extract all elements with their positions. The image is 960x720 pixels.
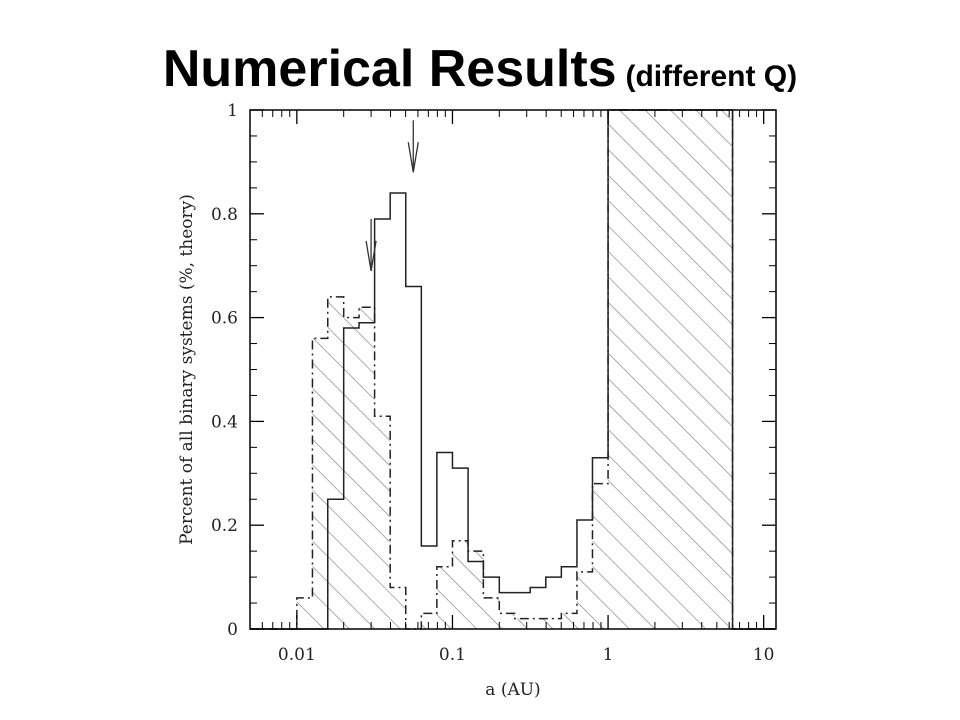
hatch-bin-8 — [421, 613, 437, 629]
hatch-bin-27 — [716, 110, 733, 629]
hatch-bin-16 — [545, 618, 562, 629]
slide-title: Numerical Results (different Q) — [0, 43, 960, 95]
hatch-bin-20 — [608, 110, 624, 629]
hatch-bin-19 — [592, 483, 609, 629]
x-axis-label: a (AU) — [485, 680, 540, 700]
hatch-bin-1 — [312, 338, 328, 629]
arrow-head-1 — [365, 240, 377, 271]
hatch-bin-6 — [390, 587, 406, 629]
hatch-bin-25 — [685, 110, 702, 629]
hatch-bin-26 — [701, 110, 717, 629]
x-tick-label-3: 10 — [753, 645, 775, 665]
hatch-bin-4 — [359, 307, 375, 629]
hatch-bin-13 — [499, 613, 515, 629]
hatch-bin-15 — [530, 618, 546, 629]
hatch-bin-24 — [670, 110, 686, 629]
hatch-bin-14 — [514, 618, 531, 629]
y-tick-label-2: 0.4 — [211, 412, 238, 432]
hatch-bin-10 — [452, 540, 469, 629]
hatch-bin-18 — [576, 571, 593, 629]
hatch-bin-23 — [654, 110, 671, 629]
hatch-bin-12 — [483, 597, 500, 629]
y-tick-label-3: 0.6 — [211, 309, 238, 329]
hatch-bin-2 — [327, 296, 344, 629]
x-tick-label-0: 0.01 — [278, 645, 316, 665]
hatch-bin-11 — [468, 551, 484, 629]
x-tick-label-2: 1 — [603, 645, 614, 665]
arrow-head-0 — [407, 142, 419, 173]
hatched-region-layer — [296, 110, 733, 629]
y-tick-label-1: 0.2 — [211, 516, 238, 536]
hatch-bin-5 — [374, 416, 391, 629]
tick-layer: 0.01 0.1 1 10 0 0.2 0.4 0.6 0.8 1 — [211, 101, 776, 665]
hatch-bin-21 — [623, 110, 639, 629]
y-axis-label: Percent of all binary systems (%, theory… — [177, 194, 197, 545]
slide-title-subtitle: (different Q) — [625, 60, 798, 94]
hatch-bin-3 — [343, 317, 360, 629]
y-tick-label-0: 0 — [227, 620, 238, 640]
arrow-marker-0 — [407, 120, 419, 173]
slide-title-main: Numerical Results — [162, 40, 617, 99]
y-tick-label-5: 1 — [227, 101, 238, 121]
hatch-bin-17 — [561, 613, 577, 629]
y-tick-label-4: 0.8 — [211, 205, 238, 225]
x-tick-label-1: 0.1 — [439, 645, 466, 665]
arrow-marker-1 — [365, 218, 377, 271]
hatch-bin-0 — [296, 597, 313, 629]
hatch-bin-22 — [638, 110, 655, 629]
arrow-layer — [365, 120, 419, 271]
hatch-bin-9 — [436, 566, 453, 629]
